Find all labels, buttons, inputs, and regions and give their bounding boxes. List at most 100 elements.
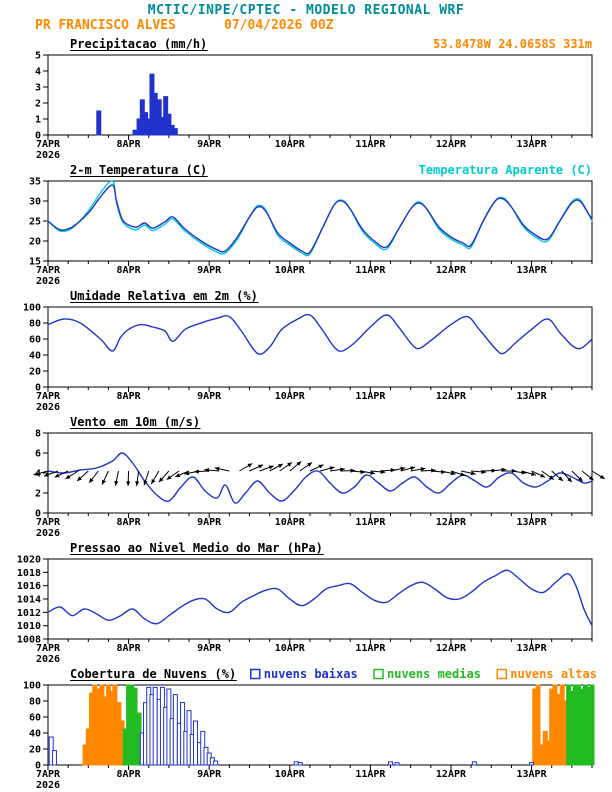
panel-precipitation: Precipitacao (mm/h) 53.8478W 24.0658S 331… (35, 37, 593, 161)
panel-temperature: 2-m Temperatura (C) Temperatura Aparente … (29, 163, 593, 287)
legend-nuvens-baixas: nuvens baixas (250, 667, 358, 681)
svg-text:7APR: 7APR (36, 139, 61, 150)
panel-wind: Vento em 10m (m/s)024687APR20268APR9APR1… (33, 415, 605, 539)
svg-text:20: 20 (29, 237, 41, 248)
svg-text:9APR: 9APR (197, 769, 222, 780)
svg-text:10APR: 10APR (275, 517, 306, 528)
svg-text:13APR: 13APR (517, 517, 548, 528)
svg-text:2026: 2026 (36, 528, 60, 539)
svg-text:8APR: 8APR (117, 643, 142, 654)
svg-text:7APR: 7APR (36, 769, 61, 780)
pressure-series (47, 569, 593, 627)
svg-text:9APR: 9APR (197, 517, 222, 528)
svg-text:10APR: 10APR (275, 769, 306, 780)
svg-text:0: 0 (35, 509, 41, 520)
svg-text:60: 60 (29, 713, 41, 724)
svg-text:8APR: 8APR (117, 391, 142, 402)
svg-text:1014: 1014 (17, 595, 41, 606)
svg-text:1008: 1008 (17, 635, 41, 646)
svg-text:30: 30 (29, 197, 41, 208)
svg-text:80: 80 (29, 697, 41, 708)
svg-text:9APR: 9APR (197, 139, 222, 150)
clouds-series (48, 684, 595, 766)
svg-text:2026: 2026 (36, 276, 60, 287)
panel-clouds: Cobertura de Nuvens (%) nuvens baixas nuve… (23, 667, 597, 791)
svg-text:7APR: 7APR (36, 643, 61, 654)
svg-text:12APR: 12APR (436, 265, 467, 276)
svg-text:10APR: 10APR (275, 643, 306, 654)
svg-text:12APR: 12APR (436, 643, 467, 654)
svg-text:8APR: 8APR (117, 769, 142, 780)
svg-text:nuvens altas: nuvens altas (510, 667, 597, 681)
panel-pressure: Pressao ao Nivel Medio do Mar (hPa) 1008 1… (17, 541, 593, 665)
legend-nuvens-altas: nuvens altas (496, 667, 597, 681)
svg-text:15: 15 (29, 257, 41, 268)
svg-text:25: 25 (29, 217, 41, 228)
svg-text:Precipitacao (mm/h): Precipitacao (mm/h) (70, 37, 207, 51)
temperature-series (47, 180, 593, 257)
svg-text:6: 6 (35, 449, 41, 460)
svg-text:13APR: 13APR (517, 391, 548, 402)
wind-series (47, 452, 593, 504)
svg-text:1012: 1012 (17, 608, 41, 619)
svg-text:12APR: 12APR (436, 517, 467, 528)
svg-text:8: 8 (35, 429, 41, 440)
svg-text:0: 0 (35, 383, 41, 394)
svg-text:1: 1 (35, 115, 41, 126)
svg-text:1020: 1020 (17, 555, 41, 566)
svg-text:7APR: 7APR (36, 391, 61, 402)
svg-text:13APR: 13APR (517, 139, 548, 150)
svg-text:12APR: 12APR (436, 769, 467, 780)
svg-text:1016: 1016 (17, 581, 41, 592)
svg-text:11APR: 11APR (355, 517, 386, 528)
svg-text:10APR: 10APR (275, 139, 306, 150)
temperature-title: 2-m Temperatura (C) (70, 163, 208, 177)
svg-text:40: 40 (29, 351, 41, 362)
pressure-title: Pressao ao Nivel Medio do Mar (hPa) (70, 541, 324, 555)
svg-text:0: 0 (35, 131, 41, 142)
svg-text:2026: 2026 (36, 780, 60, 791)
svg-text:12APR: 12APR (436, 391, 467, 402)
svg-text:2026: 2026 (36, 654, 60, 665)
humidity-title: Umidade Relativa em 2m (%) (70, 289, 259, 303)
svg-text:10APR: 10APR (275, 391, 306, 402)
legend-nuvens-medias: nuvens medias (373, 667, 481, 681)
svg-text:Vento em 10m (m/s): Vento em 10m (m/s) (70, 415, 200, 429)
run-datetime: 07/04/2026 00Z (224, 18, 334, 33)
app-title: MCTIC/INPE/CPTEC - MODELO REGIONAL WRF (147, 3, 465, 18)
svg-text:2026: 2026 (36, 402, 60, 413)
svg-text:9APR: 9APR (197, 265, 222, 276)
svg-text:nuvens medias: nuvens medias (387, 667, 481, 681)
svg-text:11APR: 11APR (355, 265, 386, 276)
svg-text:20: 20 (29, 745, 41, 756)
svg-text:80: 80 (29, 319, 41, 330)
svg-text:3: 3 (35, 83, 41, 94)
svg-text:1010: 1010 (17, 621, 41, 632)
svg-text:11APR: 11APR (355, 391, 386, 402)
svg-text:11APR: 11APR (355, 643, 386, 654)
svg-text:35: 35 (29, 177, 41, 188)
humidity-series (47, 313, 593, 355)
header: MCTIC/INPE/CPTEC - MODELO REGIONAL WRF P… (0, 0, 612, 35)
svg-text:11APR: 11APR (355, 769, 386, 780)
svg-text:8APR: 8APR (117, 139, 142, 150)
svg-text:Pressao ao Nivel Medio do Mar: Pressao ao Nivel Medio do Mar (hPa) (70, 541, 323, 555)
svg-text:4: 4 (35, 67, 41, 78)
svg-text:1018: 1018 (17, 568, 41, 579)
svg-text:nuvens baixas: nuvens baixas (264, 667, 358, 681)
precipitation-title: Precipitacao (mm/h) (70, 37, 208, 51)
svg-text:9APR: 9APR (197, 391, 222, 402)
svg-text:100: 100 (23, 681, 41, 692)
svg-text:13APR: 13APR (517, 643, 548, 654)
svg-text:11APR: 11APR (355, 139, 386, 150)
clouds-title: Cobertura de Nuvens (%) (70, 667, 237, 681)
svg-text:7APR: 7APR (36, 517, 61, 528)
station-name: PR FRANCISCO ALVES (35, 18, 176, 33)
header-subtitle-row: PR FRANCISCO ALVES 07/04/2026 00Z (0, 18, 612, 35)
precipitation-series (96, 73, 178, 136)
svg-text:100: 100 (23, 303, 41, 314)
svg-text:12APR: 12APR (436, 139, 467, 150)
